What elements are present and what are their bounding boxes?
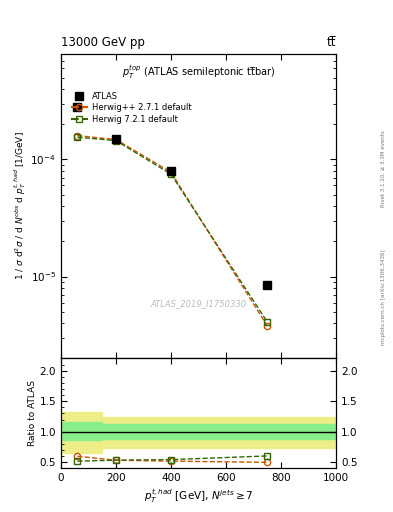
Y-axis label: 1 / $\sigma$ d$^2$$\sigma$ / d $N^{obs}$ d $p_T^{t,had}$ [1/GeV]: 1 / $\sigma$ d$^2$$\sigma$ / d $N^{obs}$… [12, 132, 28, 281]
X-axis label: $p_T^{t,had}$ [GeV], $N^{jets} \geq 7$: $p_T^{t,had}$ [GeV], $N^{jets} \geq 7$ [144, 487, 253, 505]
Legend: ATLAS, Herwig++ 2.7.1 default, Herwig 7.2.1 default: ATLAS, Herwig++ 2.7.1 default, Herwig 7.… [68, 89, 195, 127]
Text: Rivet 3.1.10, ≥ 3.3M events: Rivet 3.1.10, ≥ 3.3M events [381, 131, 386, 207]
Y-axis label: Ratio to ATLAS: Ratio to ATLAS [28, 380, 37, 446]
Text: $p_T^{top}$ (ATLAS semileptonic tt̅bar): $p_T^{top}$ (ATLAS semileptonic tt̅bar) [122, 63, 275, 81]
Text: mcplots.cern.ch [arXiv:1306.3436]: mcplots.cern.ch [arXiv:1306.3436] [381, 249, 386, 345]
Text: 13000 GeV pp: 13000 GeV pp [61, 36, 145, 49]
Text: ATLAS_2019_I1750330: ATLAS_2019_I1750330 [151, 299, 246, 308]
Text: tt̅: tt̅ [327, 36, 336, 49]
